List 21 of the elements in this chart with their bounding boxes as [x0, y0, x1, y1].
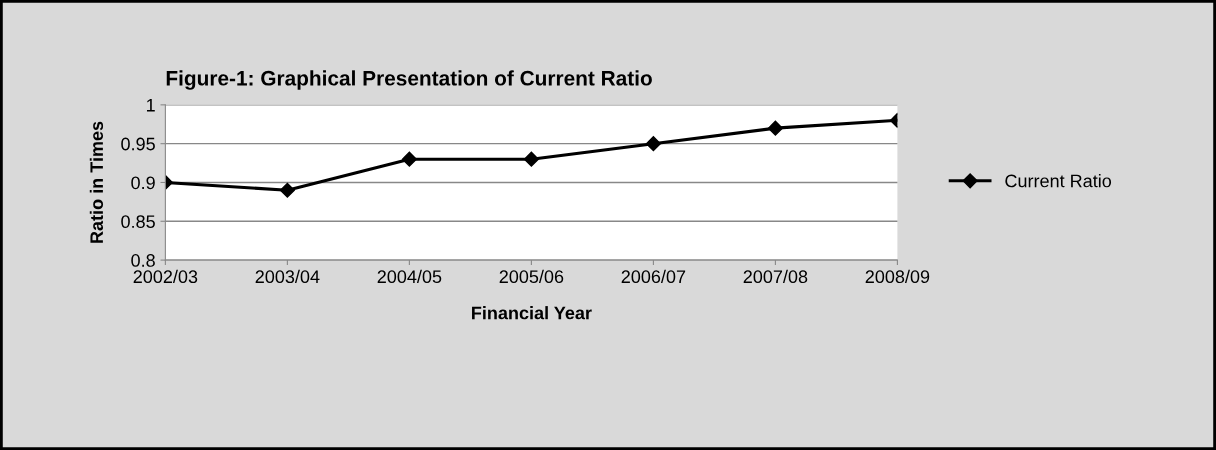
y-axis-title: Ratio in Times — [89, 121, 104, 243]
x-tick-label: 2008/09 — [865, 269, 930, 284]
chart-title: Figure-1: Graphical Presentation of Current Ratio — [166, 70, 652, 90]
x-tick-label: 2007/08 — [743, 269, 808, 284]
point — [767, 120, 783, 136]
x-tick-label: 2006/07 — [621, 269, 686, 284]
y-tick-label: 1 — [146, 98, 155, 112]
x-tick-label: 2003/04 — [255, 269, 320, 284]
x-axis-title: Financial Year — [472, 306, 592, 320]
y-tick-label: 0.95 — [121, 137, 155, 151]
point — [523, 151, 539, 167]
y-tick-label: 0.9 — [131, 176, 155, 190]
point — [401, 151, 417, 167]
x-tick-label: 2002/03 — [133, 269, 198, 284]
y-tick-label: 0.8 — [131, 254, 155, 267]
point — [279, 182, 295, 198]
x-tick-label: 2005/06 — [499, 269, 564, 284]
point — [645, 136, 661, 152]
y-tick-label: 0.85 — [121, 215, 155, 229]
legend-label: Current Ratio — [1005, 174, 1112, 188]
x-tick-label: 2004/05 — [377, 269, 442, 284]
